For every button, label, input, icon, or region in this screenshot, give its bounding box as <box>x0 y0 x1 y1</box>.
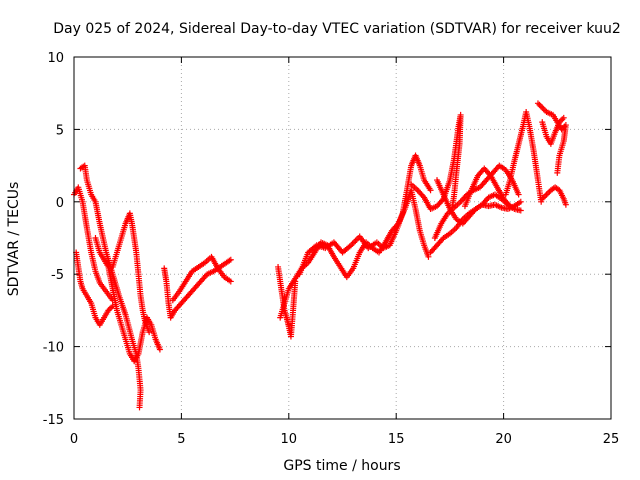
data-point-marker <box>517 198 524 205</box>
data-point-marker <box>542 193 549 200</box>
data-points <box>71 100 569 411</box>
data-point-marker <box>534 100 541 107</box>
data-point-marker <box>517 207 524 214</box>
data-point-marker <box>227 278 234 285</box>
data-point-marker <box>136 404 143 411</box>
data-point-marker <box>559 116 566 123</box>
plot-frame <box>73 56 612 420</box>
data-point-marker <box>544 190 551 197</box>
data-point-marker <box>353 236 360 243</box>
data-point-marker <box>507 203 514 210</box>
data-point-marker <box>536 101 543 108</box>
data-point-marker <box>515 191 522 198</box>
y-tick-label: 5 <box>56 123 64 138</box>
data-point-marker <box>560 114 567 121</box>
data-point-marker <box>538 198 545 205</box>
data-point-marker <box>350 239 357 246</box>
data-point-marker <box>425 253 432 260</box>
axis-ticks: 0 5 10 15 20 25 -15 -10 -5 0 5 10 <box>43 51 620 447</box>
chart-title: Day 025 of 2024, Sidereal Day-to-day VTE… <box>53 21 621 37</box>
data-point-marker <box>537 103 544 110</box>
y-axis-label: SDTVAR / TECUs <box>6 182 22 297</box>
grid-lines <box>74 57 611 419</box>
x-tick-label: 25 <box>603 432 620 447</box>
x-tick-label: 5 <box>177 432 185 447</box>
x-axis-label: GPS time / hours <box>283 458 400 474</box>
x-tick-label: 0 <box>70 432 78 447</box>
x-tick-label: 20 <box>495 432 512 447</box>
data-point-marker <box>156 346 163 353</box>
data-point-marker <box>554 169 561 176</box>
data-point-marker <box>227 256 234 263</box>
data-point-marker <box>540 106 547 113</box>
data-point-marker <box>146 329 153 336</box>
y-tick-label: -10 <box>43 341 64 356</box>
data-point-marker <box>108 304 115 311</box>
data-point-marker <box>427 187 434 194</box>
y-tick-label: 0 <box>56 196 64 211</box>
data-point-marker <box>539 104 546 111</box>
data-point-marker <box>543 191 550 198</box>
y-tick-label: 10 <box>47 51 64 66</box>
x-tick-label: 15 <box>388 432 405 447</box>
y-tick-label: -5 <box>51 268 64 283</box>
x-tick-label: 10 <box>281 432 298 447</box>
y-tick-label: -15 <box>43 413 64 428</box>
data-point-marker <box>562 201 569 208</box>
data-point-marker <box>352 237 359 244</box>
